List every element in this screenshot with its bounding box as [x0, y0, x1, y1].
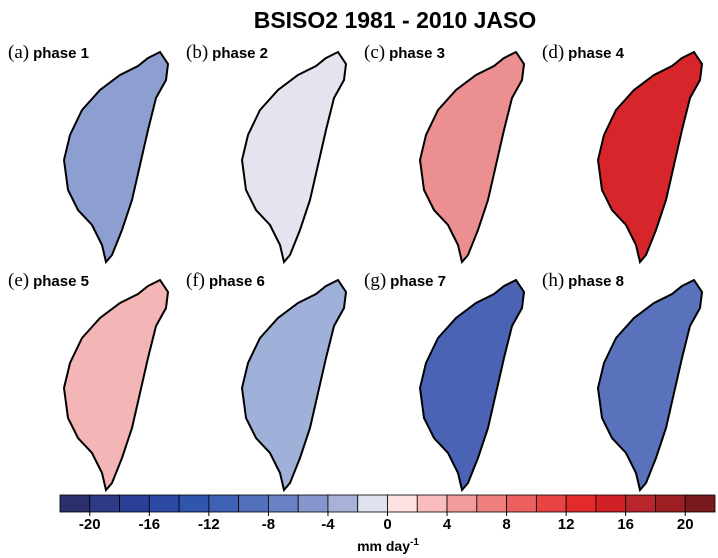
panel-label: (b) — [186, 42, 208, 63]
colorbar-box — [655, 494, 686, 513]
map-panel: (d) phase 4 — [542, 42, 703, 263]
colorbar-tick-label: -12 — [198, 516, 220, 533]
island-map — [597, 51, 703, 263]
colorbar-tick-label: 12 — [558, 516, 575, 533]
panel-label: (c) — [364, 42, 385, 63]
panel-heading: (h) phase 8 — [542, 270, 624, 291]
map-panel: (a) phase 1 — [8, 42, 169, 263]
panel-label: (f) — [186, 270, 205, 291]
panel-name: phase 2 — [212, 45, 268, 62]
map-panel: (c) phase 3 — [364, 42, 525, 263]
colorbar-tick-label: 0 — [383, 516, 391, 533]
panel-name: phase 5 — [33, 273, 89, 290]
panel-name: phase 3 — [389, 45, 445, 62]
panel-name: phase 7 — [390, 273, 446, 290]
colorbar-box — [565, 494, 597, 513]
colorbar-tick-label: -8 — [262, 516, 275, 533]
colorbar-unit: mm day-1 — [357, 537, 419, 554]
colorbar-box — [684, 494, 716, 513]
colorbar-box — [416, 494, 448, 513]
unit-exponent: -1 — [410, 537, 419, 548]
island-map — [63, 51, 169, 263]
colorbar-box — [535, 494, 567, 513]
map-panel: (e) phase 5 — [8, 270, 169, 491]
colorbar-box — [506, 494, 537, 513]
panel-heading: (e) phase 5 — [8, 270, 89, 291]
colorbar-tick-label: 4 — [443, 516, 452, 533]
colorbar-box — [208, 494, 240, 513]
island-map — [419, 51, 525, 263]
colorbar-box — [148, 494, 180, 513]
map-panels: (a) phase 1 (b) phase 2 (c) phase 3 (d) phase 4… — [8, 42, 703, 491]
colorbar-box — [89, 494, 120, 513]
figure-title: BSISO2 1981 - 2010 JASO — [254, 7, 537, 33]
panel-name: phase 6 — [209, 273, 265, 290]
colorbar-box — [268, 494, 299, 513]
colorbar-box — [476, 494, 507, 513]
map-panel: (h) phase 8 — [542, 270, 703, 491]
colorbar-box — [625, 494, 656, 513]
map-panel: (f) phase 6 — [186, 270, 347, 491]
colorbar: -20 -16 -12 -8 -4 0 4 8 12 16 20 mm day-1 — [59, 494, 716, 554]
colorbar-tick-label: -20 — [79, 516, 101, 533]
panel-name: phase 8 — [568, 273, 624, 290]
panel-heading: (c) phase 3 — [364, 42, 445, 63]
panel-heading: (d) phase 4 — [542, 42, 625, 63]
panel-label: (e) — [8, 270, 29, 291]
map-panel: (g) phase 7 — [364, 270, 525, 491]
panel-heading: (b) phase 2 — [186, 42, 268, 63]
colorbar-box — [59, 494, 91, 513]
island-map — [597, 279, 703, 491]
island-map — [63, 279, 169, 491]
colorbar-box — [297, 494, 329, 513]
panel-heading: (a) phase 1 — [8, 42, 89, 63]
colorbar-tick-label: -4 — [321, 516, 335, 533]
unit-text: mm day — [357, 538, 410, 554]
colorbar-box — [238, 494, 269, 513]
panel-heading: (f) phase 6 — [186, 270, 265, 291]
panel-label: (h) — [542, 270, 564, 291]
colorbar-box — [595, 494, 627, 513]
colorbar-tick-label: 16 — [617, 516, 634, 533]
colorbar-box — [387, 494, 418, 513]
colorbar-box — [357, 494, 388, 513]
island-map — [241, 279, 347, 491]
colorbar-tick-label: 20 — [677, 516, 694, 533]
island-map — [419, 279, 525, 491]
island-map — [241, 51, 347, 263]
colorbar-box — [178, 494, 210, 513]
colorbar-tick-label: -16 — [138, 516, 160, 533]
panel-label: (a) — [8, 42, 29, 63]
colorbar-box — [327, 494, 359, 513]
panel-heading: (g) phase 7 — [364, 270, 446, 291]
panel-name: phase 4 — [568, 45, 625, 62]
map-panel: (b) phase 2 — [186, 42, 347, 263]
colorbar-box — [446, 494, 478, 513]
colorbar-box — [119, 494, 150, 513]
colorbar-tick-label: 8 — [502, 516, 510, 533]
panel-label: (g) — [364, 270, 386, 291]
panel-label: (d) — [542, 42, 564, 63]
panel-name: phase 1 — [33, 45, 89, 62]
